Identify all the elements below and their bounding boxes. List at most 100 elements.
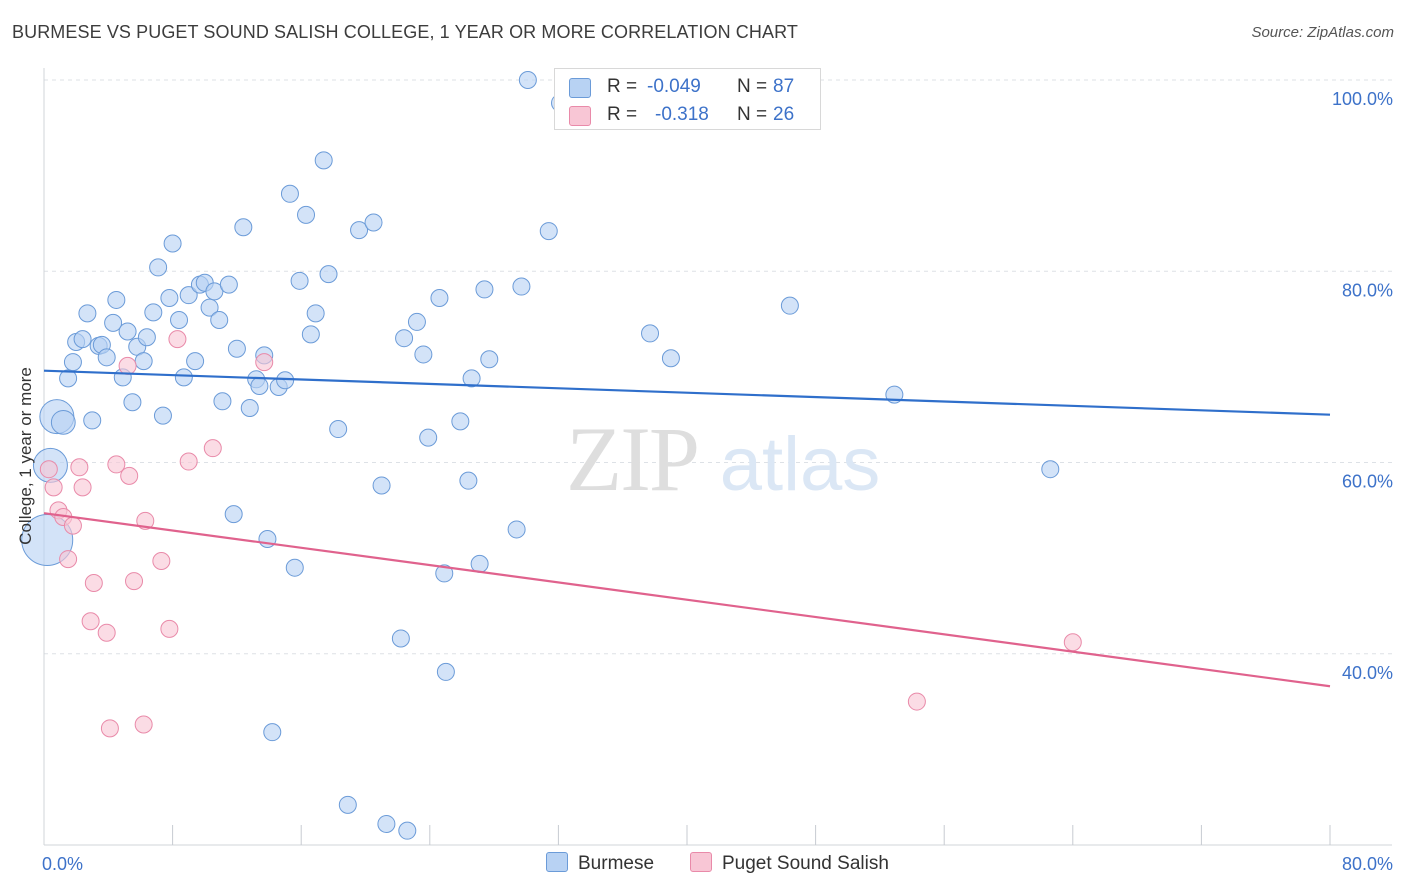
salish-point-23 [255, 353, 274, 372]
salish-point-7 [73, 478, 92, 497]
series-legend-salish: Puget Sound Salish [690, 852, 889, 875]
burmese-point-74 [470, 554, 489, 573]
burmese-point-80 [539, 222, 558, 241]
burmese-point-38 [227, 339, 246, 358]
salish-point-8 [81, 612, 100, 631]
burmese-point-57 [338, 795, 357, 814]
burmese-point-29 [186, 352, 205, 371]
burmese-point-17 [123, 393, 142, 412]
burmese-point-40 [240, 398, 259, 417]
salish-point-4 [59, 550, 78, 569]
burmese-point-78 [512, 277, 531, 296]
burmese-point-47 [276, 371, 295, 390]
trend-layer [43, 369, 1331, 688]
burmese-trend-line [43, 369, 1331, 416]
burmese-point-84 [661, 349, 680, 368]
salish-point-11 [100, 719, 119, 738]
legend-swatch-salish [569, 106, 591, 126]
salish-point-14 [125, 572, 144, 591]
salish-point-6 [70, 458, 89, 477]
burmese-point-52 [301, 325, 320, 344]
burmese-point-67 [419, 428, 438, 447]
salish-point-25 [1063, 633, 1082, 652]
y-tick-label-40: 40.0% [1342, 663, 1393, 683]
burmese-point-56 [329, 420, 348, 439]
series-legend-label-burmese: Burmese [578, 853, 655, 874]
burmese-point-60 [372, 476, 391, 495]
burmese-point-66 [414, 345, 433, 364]
burmese-point-39 [234, 218, 253, 237]
burmese-point-68 [430, 289, 449, 308]
burmese-point-45 [263, 723, 282, 742]
burmese-point-36 [219, 275, 238, 294]
burmese-point-25 [163, 234, 182, 253]
series-legend-swatch-salish [690, 852, 712, 872]
x-tick-label-80: 80.0% [1342, 854, 1393, 874]
burmese-point-87 [1041, 460, 1060, 479]
burmese-point-62 [391, 629, 410, 648]
legend-r-label: R = [607, 104, 638, 125]
burmese-point-83 [641, 324, 660, 343]
source-label: Source: ZipAtlas.com [1251, 24, 1394, 41]
burmese-point-64 [395, 329, 414, 348]
burmese-point-37 [224, 505, 243, 524]
burmese-point-7 [73, 330, 92, 349]
burmese-point-8 [78, 304, 97, 323]
y-tick-label-100: 100.0% [1332, 89, 1393, 109]
legend-row-salish: R = -0.318 N = 26 [555, 101, 820, 129]
salish-point-21 [118, 356, 137, 375]
tick-label-layer: 100.0% 80.0% 60.0% 40.0% 0.0% 80.0% [42, 89, 1393, 874]
salish-point-18 [160, 619, 179, 638]
burmese-point-63 [398, 821, 417, 840]
burmese-point-9 [83, 411, 102, 430]
burmese-point-28 [179, 286, 198, 305]
burmese-point-24 [160, 289, 179, 308]
salish-point-16 [136, 511, 155, 530]
burmese-point-26 [170, 311, 189, 330]
burmese-point-27 [174, 368, 193, 387]
burmese-point-49 [285, 558, 304, 577]
grid-layer [44, 79, 1392, 655]
burmese-point-73 [462, 369, 481, 388]
burmese-point-5 [63, 353, 82, 372]
watermark: ZIP atlas [566, 408, 880, 510]
burmese-point-20 [137, 328, 156, 347]
burmese-point-48 [280, 184, 299, 203]
burmese-point-85 [780, 296, 799, 315]
burmese-point-34 [210, 311, 229, 330]
legend-r-value-burmese: -0.049 [647, 76, 701, 97]
legend-r-value-salish: -0.318 [655, 104, 709, 125]
salish-point-19 [168, 330, 187, 349]
salish-point-9 [84, 573, 103, 592]
salish-point-0 [39, 460, 58, 479]
salish-point-5 [63, 516, 82, 535]
burmese-point-22 [149, 258, 168, 277]
salish-point-17 [152, 551, 171, 570]
burmese-point-79 [518, 71, 537, 89]
correlation-legend: R = -0.049 N = 87 R = -0.318 N = 26 [554, 68, 821, 130]
salish-point-1 [44, 478, 63, 497]
series-legend-swatch-burmese [546, 852, 568, 872]
burmese-point-59 [364, 213, 383, 232]
y-tick-label-80: 80.0% [1342, 280, 1393, 300]
legend-n-value-burmese: 87 [773, 76, 795, 97]
legend-r-label: R = [607, 76, 638, 97]
burmese-point-77 [507, 520, 526, 539]
salish-trend-line [43, 512, 1331, 688]
burmese-point-4 [59, 369, 78, 388]
points-layer [21, 71, 1082, 840]
burmese-point-61 [377, 814, 396, 833]
burmese-point-21 [144, 303, 163, 322]
legend-n-value-salish: 26 [773, 104, 795, 125]
burmese-point-14 [107, 290, 126, 309]
burmese-point-16 [118, 322, 137, 341]
burmese-point-75 [475, 280, 494, 299]
y-axis-label: College, 1 year or more [16, 367, 35, 545]
y-tick-label-60: 60.0% [1342, 472, 1393, 492]
burmese-point-51 [297, 205, 316, 224]
burmese-point-71 [451, 412, 470, 431]
legend-swatch-burmese [569, 78, 591, 98]
series-legend-label-salish: Puget Sound Salish [722, 853, 889, 874]
axis-layer [43, 68, 1392, 846]
legend-row-burmese: R = -0.049 N = 87 [555, 73, 820, 101]
